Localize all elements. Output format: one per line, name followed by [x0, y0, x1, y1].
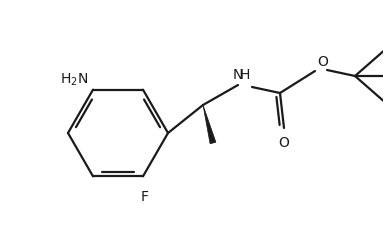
Text: H: H: [240, 68, 250, 82]
Text: H$_2$N: H$_2$N: [60, 71, 88, 88]
Text: O: O: [317, 55, 328, 69]
Text: N: N: [233, 68, 243, 82]
Text: O: O: [278, 136, 290, 150]
Polygon shape: [203, 105, 216, 144]
Text: F: F: [141, 190, 149, 204]
